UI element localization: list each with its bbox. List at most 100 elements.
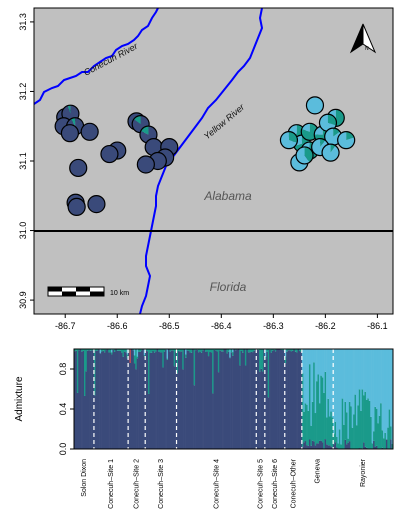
admixture-bar-segment <box>269 349 271 449</box>
admixture-bar-segment <box>109 352 112 449</box>
admixture-bar-segment <box>93 395 96 449</box>
admixture-bar-segment <box>344 439 347 449</box>
group-label: Conecuh–Site 2 <box>134 459 141 509</box>
admixture-bar-segment <box>209 349 212 353</box>
admixture-bar-segment <box>310 349 313 426</box>
admixture-bar-segment <box>132 350 135 449</box>
admixture-bar-segment <box>308 364 311 440</box>
admixture-bar-segment <box>303 411 306 443</box>
admixture-bar-segment <box>136 349 139 357</box>
admixture-bar-segment <box>306 349 308 405</box>
admixture-bar-segment <box>351 427 354 449</box>
admixture-bar-segment <box>86 349 89 351</box>
admixture-bar-segment <box>365 349 368 400</box>
admixture-bar-segment <box>242 349 244 353</box>
admixture-bar-segment <box>321 349 324 378</box>
admixture-bar-segment <box>271 349 274 351</box>
admixture-bar-segment <box>115 349 118 449</box>
pie-slice <box>330 144 336 153</box>
pie-outline <box>295 146 314 165</box>
admixture-bar-segment <box>82 350 85 449</box>
admixture-bar-segment <box>190 352 193 449</box>
sample-pie <box>87 195 106 214</box>
admixture-bar-segment <box>170 350 173 449</box>
admixture-bar-segment <box>266 351 268 449</box>
admixture-bar-segment <box>361 349 364 390</box>
pie-outline <box>279 131 299 150</box>
admixture-y-tick-label: 0.8 <box>58 363 68 376</box>
admixture-bar-segment <box>185 357 187 449</box>
admixture-bar-segment <box>111 349 113 353</box>
admixture-bar-segment <box>363 395 365 443</box>
admixture-bar-segment <box>85 349 88 372</box>
admixture-bar-segment <box>350 406 353 449</box>
admixture-bar-segment <box>222 349 224 352</box>
sample-pies <box>54 96 356 216</box>
admixture-bar-segment <box>155 351 157 449</box>
admixture-bar-segment <box>214 350 217 449</box>
admixture-bar-segment <box>301 373 304 447</box>
admixture-bar-segment <box>133 363 136 449</box>
admixture-bar-segment <box>338 429 341 449</box>
pie-slice <box>322 144 340 162</box>
admixture-bar-segment <box>354 349 357 395</box>
admixture-bar-segment <box>234 349 237 351</box>
pie-slice <box>80 122 99 141</box>
admixture-bar-segment <box>138 351 140 449</box>
admixture-bar-segment <box>320 440 323 449</box>
map-y-tick-label: 31.2 <box>18 83 28 101</box>
group-label: Conecuh–Site 3 <box>158 459 165 509</box>
pie-slice <box>69 158 88 178</box>
pie-slice <box>301 123 310 132</box>
admixture-bar-segment <box>82 349 85 351</box>
admixture-bar-segment <box>330 349 333 412</box>
alabama-label: Alabama <box>203 189 252 203</box>
admixture-bar-segment <box>264 356 267 360</box>
admixture-bar-segment <box>172 350 174 449</box>
admixture-bar-segment <box>343 349 345 425</box>
admixture-bar-segment <box>287 350 290 449</box>
admixture-bar-segment <box>122 349 125 357</box>
admixture-bar-segment <box>153 352 156 449</box>
admixture-bar-segment <box>334 349 337 422</box>
admixture-bar-segment <box>132 349 135 351</box>
admixture-bar-segment <box>120 349 123 353</box>
admixture-bar-segment <box>223 349 226 449</box>
admixture-bar-segment <box>86 350 89 449</box>
admixture-bar-segment <box>138 349 140 352</box>
admixture-bar-segment <box>101 349 103 352</box>
admixture-bar-segment <box>364 391 367 447</box>
admixture-bar-segment <box>227 351 230 449</box>
admixture-bar-segment <box>143 355 146 357</box>
admixture-bar-segment <box>179 349 182 353</box>
admixture-bar-segment <box>179 352 182 449</box>
admixture-bar-segment <box>326 444 328 449</box>
admixture-bar-segment <box>381 349 384 431</box>
admixture-bar-segment <box>380 403 382 449</box>
admixture-bar-segment <box>384 349 387 433</box>
admixture-bar-segment <box>250 349 253 352</box>
admixture-bar-segment <box>311 440 314 449</box>
admixture-bar-segment <box>78 349 80 351</box>
admixture-bar-segment <box>103 352 106 449</box>
admixture-bar-segment <box>212 349 214 394</box>
admixture-bar-segment <box>340 349 343 445</box>
pie-slice <box>320 138 326 148</box>
admixture-bar-segment <box>148 393 150 449</box>
admixture-y-tick-label: 0.4 <box>58 403 68 416</box>
admixture-bar-segment <box>91 349 93 351</box>
admixture-bar-segment <box>328 416 331 446</box>
sample-pie <box>69 158 88 178</box>
admixture-bar-segment <box>253 350 256 449</box>
admixture-bar-segment <box>313 349 315 363</box>
admixture-bar-segment <box>304 349 307 404</box>
admixture-bar-segment <box>270 349 273 353</box>
admixture-bar-segment <box>327 349 330 399</box>
admixture-bar-segment <box>310 445 313 449</box>
admixture-bar-segment <box>173 366 176 449</box>
sample-pie <box>80 122 99 141</box>
admixture-bar-segment <box>378 349 381 416</box>
admixture-bar-segment <box>368 349 371 401</box>
admixture-bar-segment <box>327 445 330 449</box>
admixture-bar-segment <box>89 350 92 449</box>
